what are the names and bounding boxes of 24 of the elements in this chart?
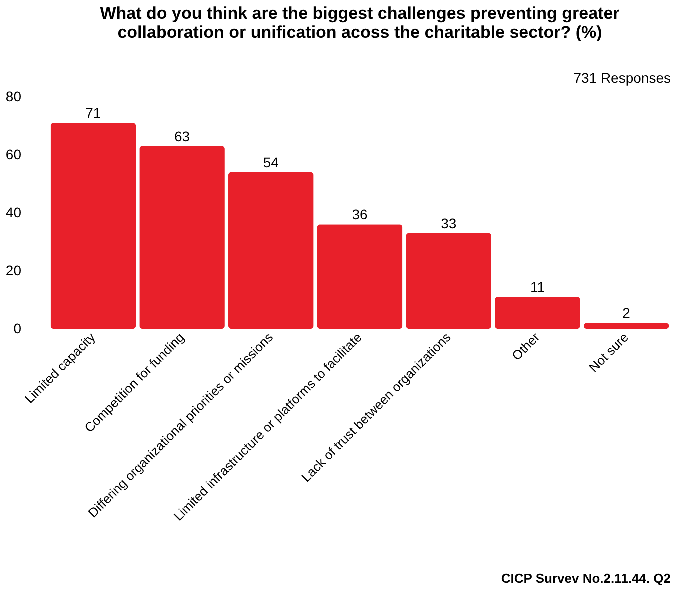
text: CICP Survev No.2.11.44. Q2 bbox=[501, 571, 671, 586]
bar bbox=[584, 323, 670, 329]
data-label: 2 bbox=[622, 305, 631, 322]
y-tick-label: 80 bbox=[6, 88, 22, 104]
data-label: 71 bbox=[86, 105, 102, 122]
bar bbox=[317, 224, 403, 329]
data-label: 54 bbox=[263, 154, 280, 170]
data-label: 36 bbox=[352, 206, 368, 223]
y-tick-label: 0 bbox=[14, 320, 22, 336]
bar bbox=[228, 172, 314, 329]
text: collaboration or unification acoss the charitable sector? (%) bbox=[118, 23, 602, 42]
bar bbox=[406, 233, 492, 329]
data-label: 33 bbox=[441, 215, 457, 232]
data-label: 63 bbox=[174, 128, 190, 144]
text: What do you think are the biggest challenges preventing greater bbox=[100, 4, 620, 23]
x-tick-label: Not sure bbox=[586, 330, 632, 376]
bar bbox=[50, 123, 136, 329]
bar bbox=[140, 146, 225, 329]
y-tick-label: 40 bbox=[6, 204, 22, 220]
y-tick-label: 60 bbox=[6, 146, 22, 162]
y-tick-label: 20 bbox=[6, 262, 22, 278]
bar bbox=[495, 297, 580, 329]
text: 731 Responses bbox=[574, 70, 671, 86]
data-label: 11 bbox=[530, 279, 546, 296]
